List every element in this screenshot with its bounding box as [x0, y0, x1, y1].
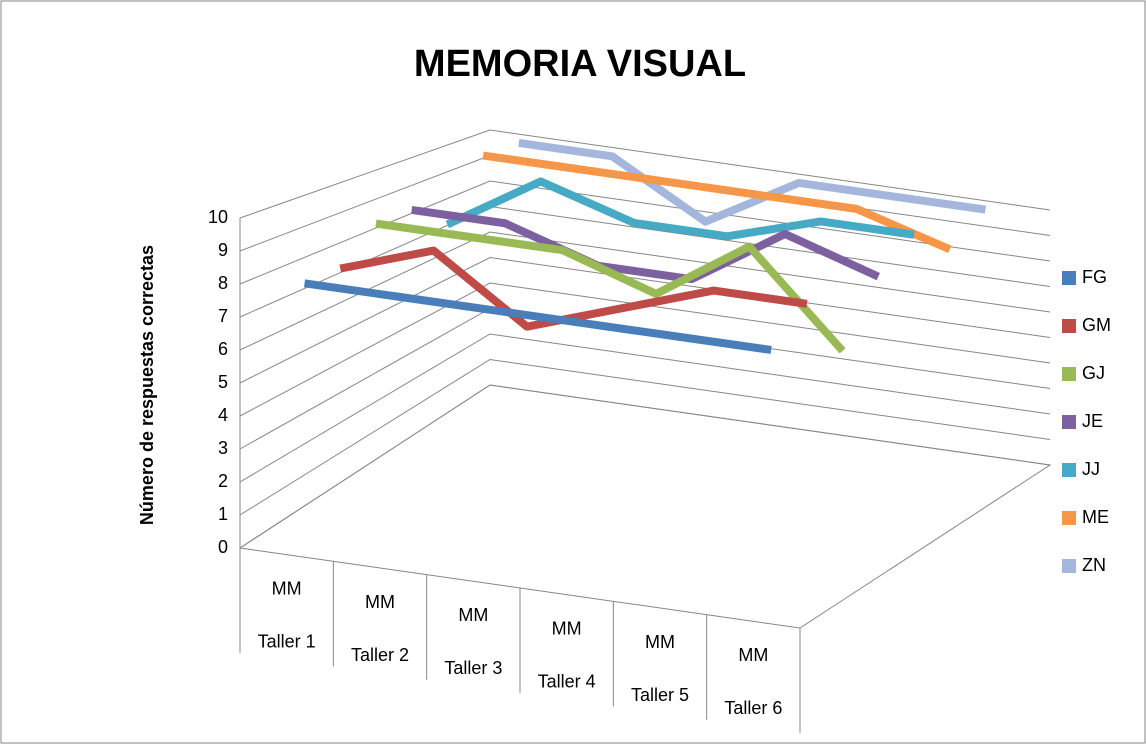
y-tick-label: 4 — [218, 405, 228, 425]
chart-title: MEMORIA VISUAL — [414, 43, 746, 85]
grid-line — [239, 384, 1051, 549]
legend-swatch — [1062, 415, 1076, 429]
x-tick-label: MM — [645, 632, 675, 652]
x-tick-label: MM — [552, 618, 582, 638]
series-line — [339, 246, 808, 331]
x-tick-label: MM — [458, 605, 488, 625]
x-tick-label: MM — [738, 645, 768, 665]
legend-swatch — [1062, 559, 1076, 573]
x-tick-label: Taller 5 — [631, 685, 689, 705]
y-tick-label: 3 — [218, 438, 228, 458]
legend-label: ZN — [1082, 555, 1106, 575]
legend-label: GM — [1082, 315, 1111, 335]
legend-swatch — [1062, 511, 1076, 525]
x-tick-label: MM — [272, 578, 302, 598]
x-tick-label: Taller 1 — [258, 631, 316, 651]
x-tick-label: Taller 4 — [538, 671, 596, 691]
grid-line — [239, 129, 1051, 219]
y-tick-label: 8 — [218, 273, 228, 293]
y-tick-label: 0 — [218, 537, 228, 557]
y-tick-label: 6 — [218, 339, 228, 359]
series-line — [411, 205, 880, 284]
y-axis-label: Número de respuestas correctas — [137, 245, 157, 525]
y-tick-label: 5 — [218, 372, 228, 392]
y-tick-label: 1 — [218, 504, 228, 524]
legend-label: JJ — [1082, 459, 1100, 479]
legend-label: GJ — [1082, 363, 1105, 383]
series-line — [303, 279, 772, 354]
grid-line — [239, 180, 1051, 285]
y-tick-label: 2 — [218, 471, 228, 491]
grid-line — [239, 282, 1051, 417]
grid-line — [239, 256, 1051, 384]
series-line — [518, 138, 987, 226]
x-tick-label: Taller 2 — [351, 645, 409, 665]
grid-line — [239, 231, 1051, 351]
x-tick-label: Taller 6 — [724, 698, 782, 718]
y-tick-label: 9 — [218, 240, 228, 260]
legend-label: FG — [1082, 267, 1107, 287]
y-tick-label: 10 — [208, 207, 228, 227]
legend-swatch — [1062, 319, 1076, 333]
legend-label: ME — [1082, 507, 1109, 527]
series-line — [375, 219, 846, 354]
series-line — [482, 151, 952, 253]
legend-swatch — [1062, 367, 1076, 381]
x-tick-label: Taller 3 — [444, 658, 502, 678]
x-tick-label: MM — [365, 592, 395, 612]
grid-line — [239, 333, 1051, 483]
series-line — [445, 177, 915, 241]
legend-swatch — [1062, 463, 1076, 477]
legend-label: JE — [1082, 411, 1103, 431]
legend-swatch — [1062, 271, 1076, 285]
grid-line — [239, 358, 1051, 516]
y-tick-label: 7 — [218, 306, 228, 326]
